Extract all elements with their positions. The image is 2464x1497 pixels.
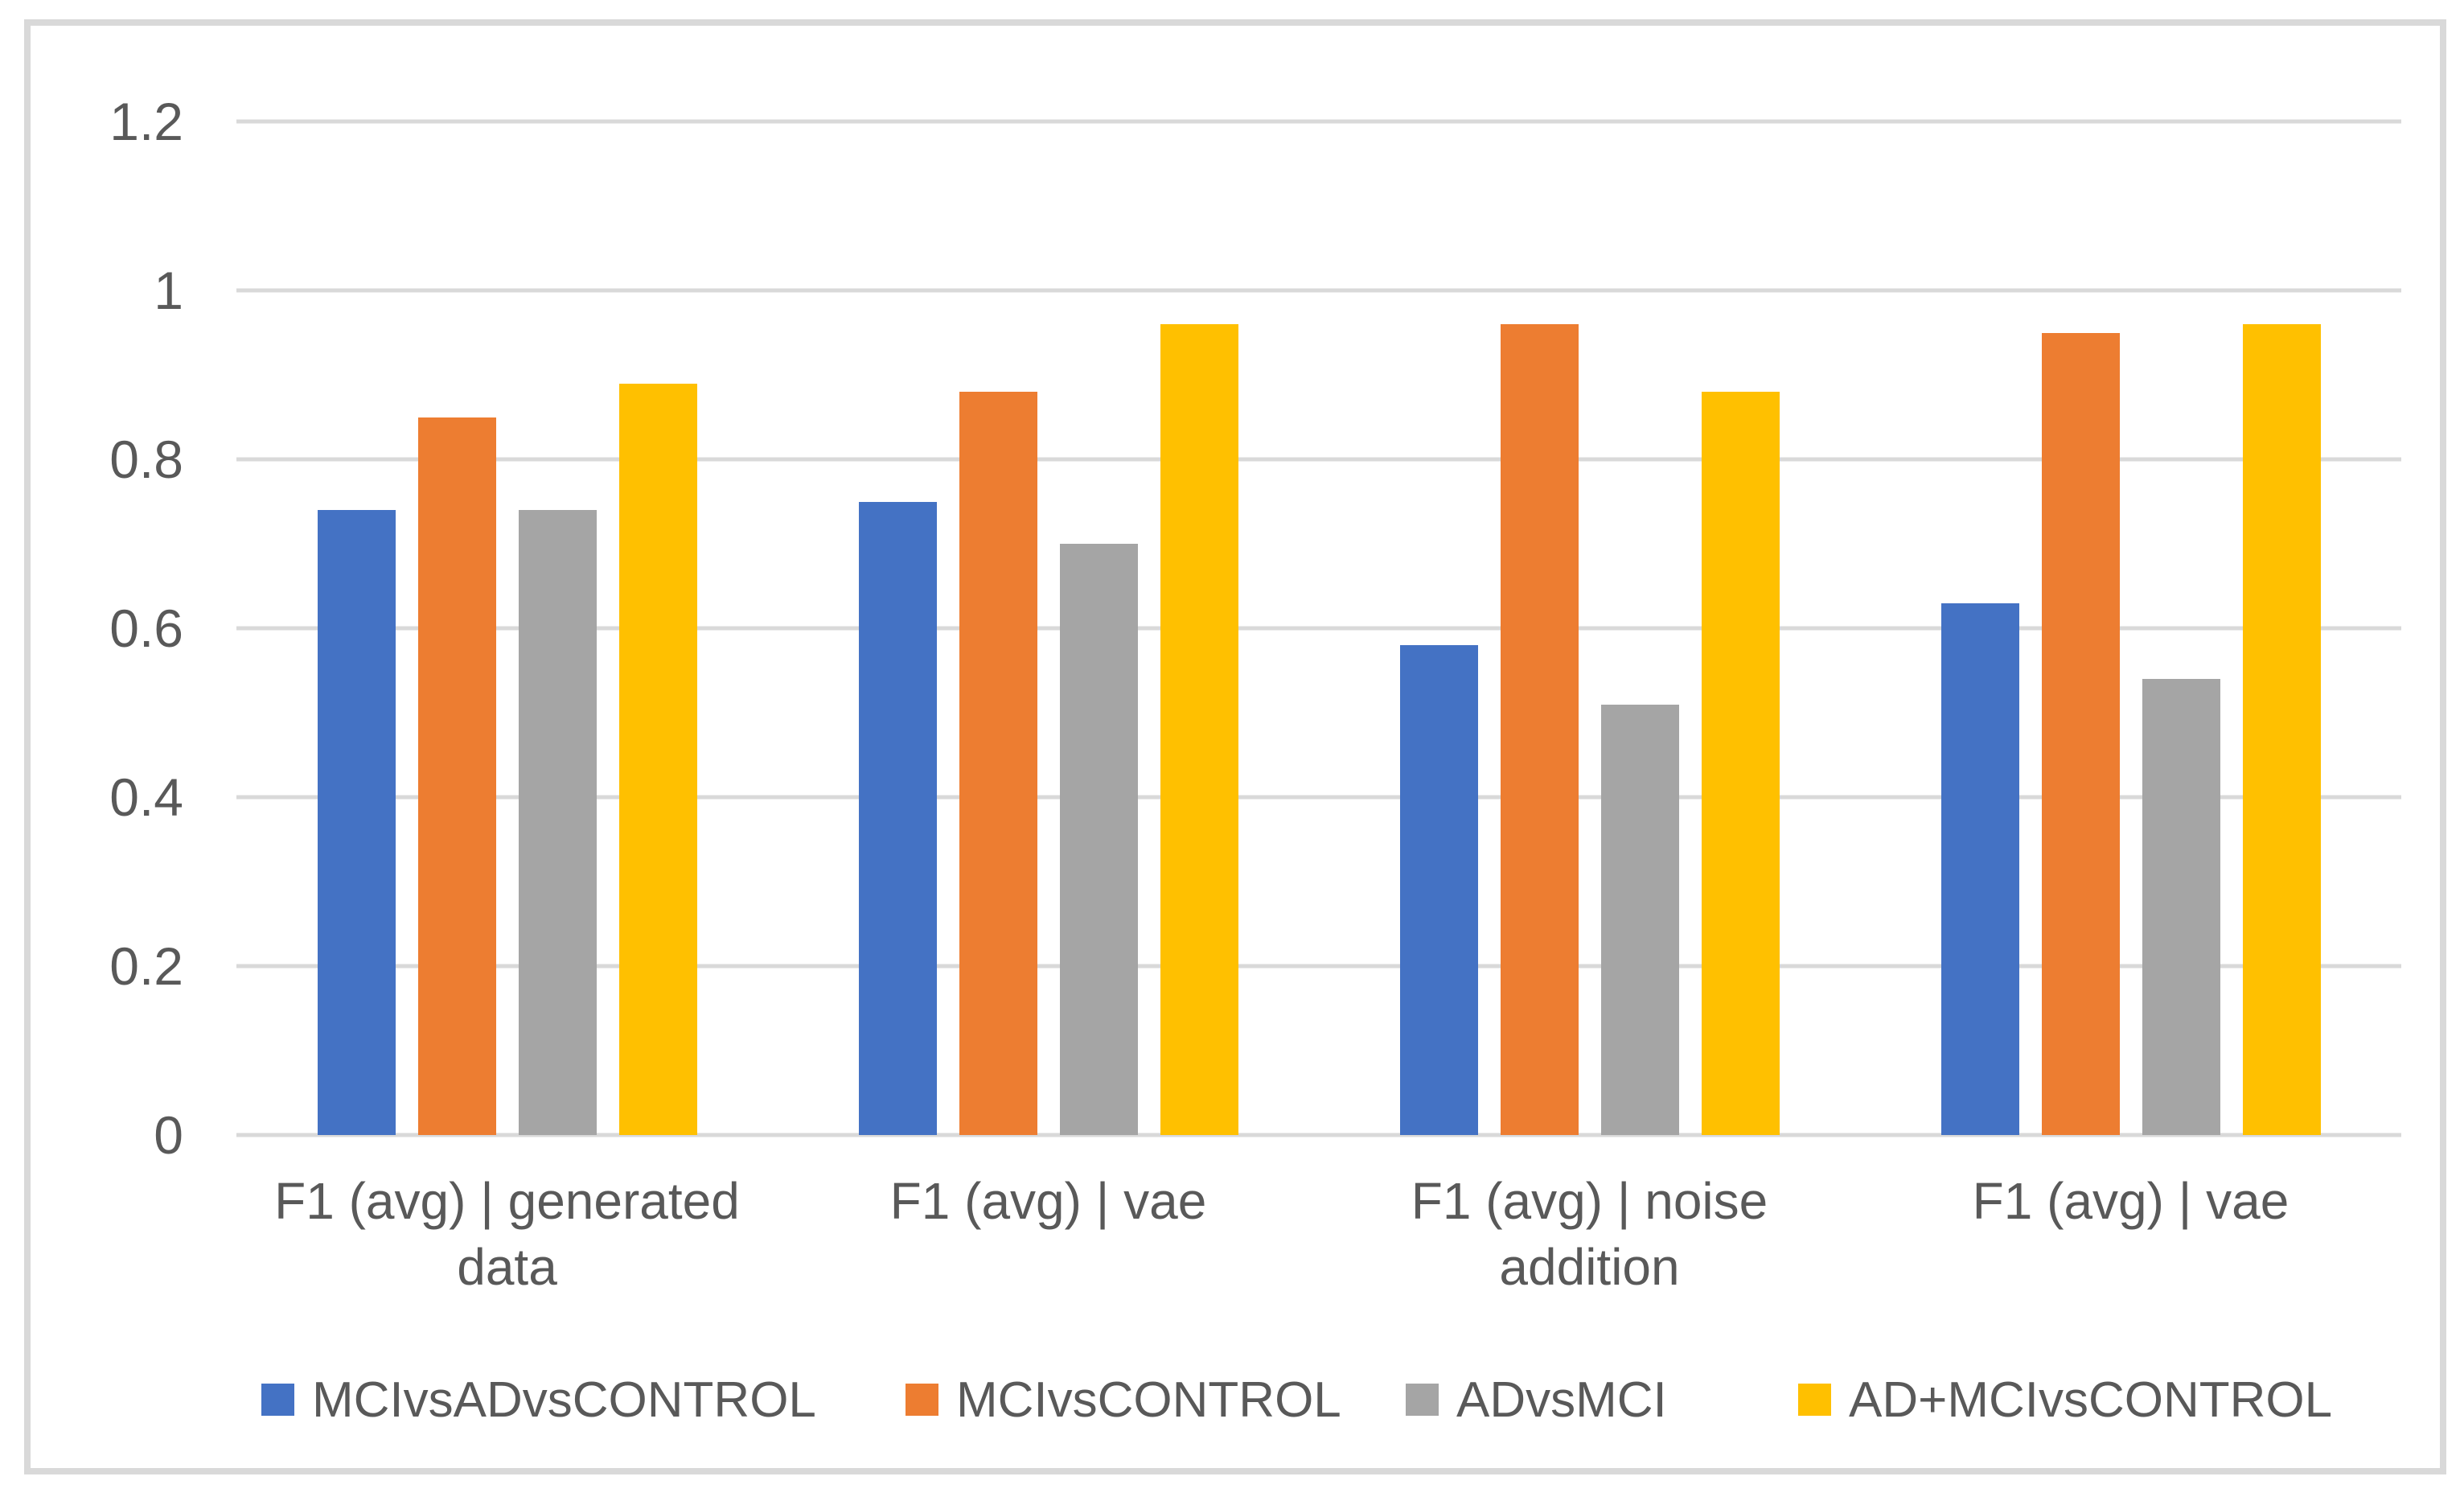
y-axis: 1.2 1 0.8 0.6 0.4 0.2 0 [47,92,183,1165]
y-tick-label: 0.4 [109,767,183,827]
bar [417,417,496,1135]
bar [2041,332,2120,1135]
bar [959,392,1037,1135]
gridline [236,119,2401,124]
legend-label: MCIvsCONTROL [956,1372,1341,1428]
gridline [236,1133,2401,1137]
gridline [236,795,2401,800]
bar [2242,324,2321,1135]
gridline [236,626,2401,631]
bar [1600,704,1679,1135]
bar [1160,324,1238,1135]
gridline [236,964,2401,969]
gridline [236,457,2401,462]
legend-item: ADvsMCI [1406,1371,1667,1429]
bar [618,383,697,1135]
bar-groups [236,121,2401,1135]
bar [858,501,937,1135]
category-label-line: data [457,1238,557,1296]
category-label-line: F1 (avg) | vae [889,1172,1207,1230]
category-label-line: F1 (avg) | vae [1972,1172,2289,1230]
bar [1701,392,1780,1135]
legend-label: AD+MCIvsCONTROL [1849,1372,2333,1428]
chart-frame: 1.2 1 0.8 0.6 0.4 0.2 0 F1 (avg) | generated da… [24,19,2446,1474]
y-tick-label: 1 [154,261,183,320]
legend-swatch-icon [1406,1384,1439,1416]
legend: MCIvsADvsCONTROL MCIvsCONTROL ADvsMCI AD+MC… [31,1371,2464,1429]
y-tick-label: 0.8 [109,430,183,489]
category-axis: F1 (avg) | generated data F1 (avg) | vae F1… [236,1168,2401,1300]
bar [317,510,396,1135]
bar [518,510,597,1135]
legend-swatch-icon [1798,1384,1831,1416]
bar [1940,603,2019,1135]
legend-item: MCIvsADvsCONTROL [261,1371,816,1429]
legend-label: ADvsMCI [1456,1372,1667,1428]
y-tick-label: 0.2 [109,936,183,996]
legend-swatch-icon [906,1384,938,1416]
bar [1399,645,1478,1135]
legend-item: MCIvsCONTROL [906,1371,1341,1429]
category-label-line: F1 (avg) | generated [274,1172,740,1230]
legend-swatch-icon [261,1384,294,1416]
bar-group [1319,121,1860,1135]
gridline [236,288,2401,293]
category-label-line: addition [1499,1238,1680,1296]
category-label: F1 (avg) | vae [778,1168,1319,1300]
bar-group [1860,121,2401,1135]
y-tick-label: 1.2 [109,92,183,151]
bar-group [778,121,1319,1135]
bar [1500,324,1579,1135]
bar [2142,679,2220,1135]
category-label: F1 (avg) | generated data [236,1168,778,1300]
legend-label: MCIvsADvsCONTROL [312,1372,816,1428]
plot-area [236,119,2401,1137]
y-tick-label: 0.6 [109,598,183,658]
y-tick-label: 0 [154,1105,183,1165]
legend-item: AD+MCIvsCONTROL [1798,1371,2332,1429]
bar [1059,544,1138,1135]
category-label: F1 (avg) | vae [1860,1168,2401,1300]
category-label: F1 (avg) | noise addition [1319,1168,1860,1300]
bar-group [236,121,778,1135]
category-label-line: F1 (avg) | noise [1411,1172,1768,1230]
